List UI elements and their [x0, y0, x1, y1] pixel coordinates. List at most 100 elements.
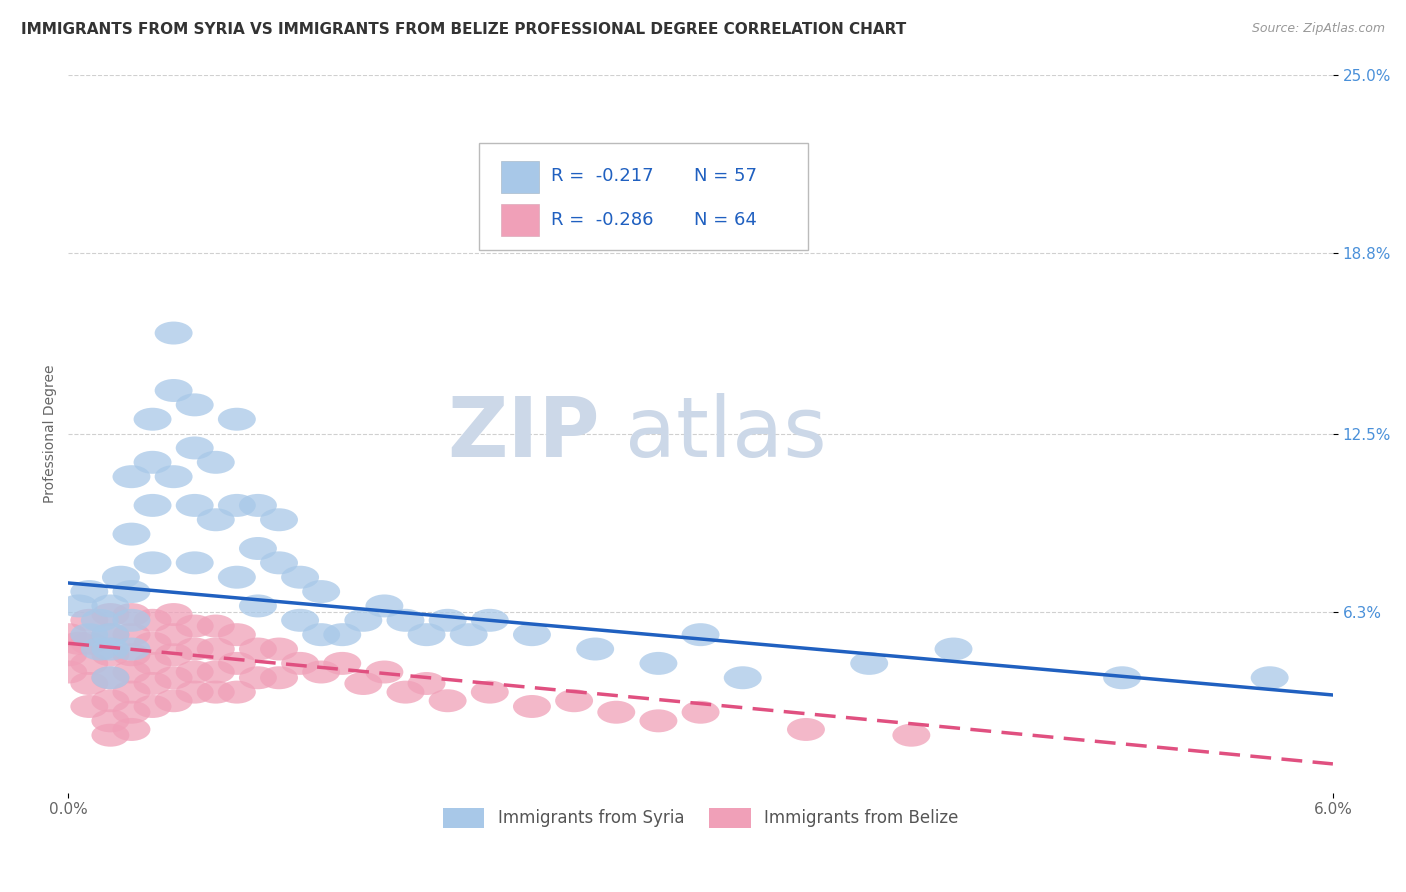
Ellipse shape	[70, 580, 108, 603]
Ellipse shape	[155, 321, 193, 344]
Ellipse shape	[197, 508, 235, 532]
Ellipse shape	[197, 681, 235, 704]
Ellipse shape	[134, 494, 172, 516]
Ellipse shape	[302, 580, 340, 603]
Ellipse shape	[134, 652, 172, 675]
Ellipse shape	[323, 624, 361, 646]
Ellipse shape	[82, 638, 120, 660]
Ellipse shape	[155, 643, 193, 666]
Ellipse shape	[91, 638, 129, 660]
Text: ZIP: ZIP	[447, 393, 599, 474]
Text: R =  -0.217: R = -0.217	[551, 168, 654, 186]
Ellipse shape	[429, 609, 467, 632]
Ellipse shape	[134, 695, 172, 718]
Ellipse shape	[91, 709, 129, 732]
Ellipse shape	[513, 624, 551, 646]
Ellipse shape	[70, 609, 108, 632]
Ellipse shape	[176, 494, 214, 516]
Ellipse shape	[70, 652, 108, 675]
Ellipse shape	[112, 638, 150, 660]
Ellipse shape	[429, 690, 467, 712]
Ellipse shape	[197, 615, 235, 638]
Ellipse shape	[682, 624, 720, 646]
Ellipse shape	[787, 718, 825, 741]
Ellipse shape	[239, 666, 277, 690]
Ellipse shape	[387, 609, 425, 632]
Ellipse shape	[197, 660, 235, 683]
Ellipse shape	[1251, 666, 1289, 690]
Text: IMMIGRANTS FROM SYRIA VS IMMIGRANTS FROM BELIZE PROFESSIONAL DEGREE CORRELATION : IMMIGRANTS FROM SYRIA VS IMMIGRANTS FROM…	[21, 22, 907, 37]
Ellipse shape	[134, 609, 172, 632]
Ellipse shape	[281, 652, 319, 675]
Ellipse shape	[260, 551, 298, 574]
Ellipse shape	[239, 537, 277, 560]
Ellipse shape	[134, 672, 172, 695]
Ellipse shape	[91, 624, 129, 646]
Ellipse shape	[218, 681, 256, 704]
Ellipse shape	[281, 609, 319, 632]
Ellipse shape	[197, 638, 235, 660]
Ellipse shape	[112, 701, 150, 723]
Ellipse shape	[70, 632, 108, 655]
Ellipse shape	[155, 379, 193, 402]
Ellipse shape	[302, 624, 340, 646]
Ellipse shape	[176, 660, 214, 683]
Ellipse shape	[134, 632, 172, 655]
Ellipse shape	[134, 408, 172, 431]
Ellipse shape	[49, 660, 87, 683]
Ellipse shape	[176, 393, 214, 417]
Legend: Immigrants from Syria, Immigrants from Belize: Immigrants from Syria, Immigrants from B…	[436, 801, 965, 835]
Ellipse shape	[176, 615, 214, 638]
Ellipse shape	[260, 638, 298, 660]
Ellipse shape	[387, 681, 425, 704]
Ellipse shape	[112, 603, 150, 626]
Ellipse shape	[91, 594, 129, 617]
Ellipse shape	[134, 551, 172, 574]
Ellipse shape	[112, 718, 150, 741]
Ellipse shape	[218, 494, 256, 516]
Ellipse shape	[155, 466, 193, 488]
Ellipse shape	[281, 566, 319, 589]
Ellipse shape	[155, 603, 193, 626]
Ellipse shape	[598, 701, 636, 723]
Ellipse shape	[218, 408, 256, 431]
Ellipse shape	[112, 609, 150, 632]
Ellipse shape	[155, 690, 193, 712]
Ellipse shape	[408, 672, 446, 695]
Ellipse shape	[366, 660, 404, 683]
Ellipse shape	[450, 624, 488, 646]
Ellipse shape	[366, 594, 404, 617]
Text: atlas: atlas	[624, 393, 827, 474]
Text: R =  -0.286: R = -0.286	[551, 211, 654, 228]
Ellipse shape	[176, 551, 214, 574]
Ellipse shape	[112, 660, 150, 683]
Ellipse shape	[302, 660, 340, 683]
Ellipse shape	[112, 681, 150, 704]
Ellipse shape	[323, 652, 361, 675]
Ellipse shape	[91, 624, 129, 646]
Ellipse shape	[640, 709, 678, 732]
Ellipse shape	[91, 603, 129, 626]
Ellipse shape	[70, 695, 108, 718]
Ellipse shape	[91, 690, 129, 712]
Ellipse shape	[239, 638, 277, 660]
Ellipse shape	[851, 652, 889, 675]
Ellipse shape	[935, 638, 973, 660]
Ellipse shape	[1104, 666, 1142, 690]
FancyBboxPatch shape	[479, 143, 808, 251]
Ellipse shape	[344, 672, 382, 695]
Ellipse shape	[70, 672, 108, 695]
FancyBboxPatch shape	[501, 161, 538, 193]
Ellipse shape	[155, 666, 193, 690]
Ellipse shape	[724, 666, 762, 690]
Ellipse shape	[70, 624, 108, 646]
Ellipse shape	[344, 609, 382, 632]
Ellipse shape	[112, 523, 150, 546]
Ellipse shape	[49, 643, 87, 666]
Ellipse shape	[112, 580, 150, 603]
Ellipse shape	[471, 681, 509, 704]
Text: N = 64: N = 64	[695, 211, 756, 228]
Ellipse shape	[260, 508, 298, 532]
Ellipse shape	[408, 624, 446, 646]
Ellipse shape	[155, 624, 193, 646]
